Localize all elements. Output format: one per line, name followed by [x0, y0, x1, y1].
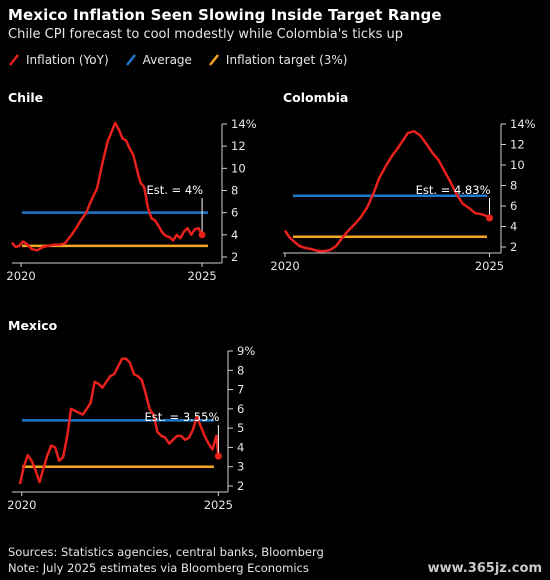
chile-y-tick-label: 4 [231, 228, 238, 242]
mexico-y-tick-label: 9% [237, 344, 255, 358]
mexico-y-tick-label: 8 [237, 363, 244, 377]
legend: Inflation (YoY) Average Inflation target… [8, 53, 363, 67]
mexico-y-tick-label: 5 [237, 421, 244, 435]
colombia-chart: Colombia 2020 2025 2 4 6 8 10 12 14% Est. = 4.83% [270, 90, 535, 273]
colombia-y-tick-label: 8 [510, 179, 517, 193]
colombia-estimate-point [486, 214, 494, 222]
mexico-x-tick-label: 2025 [204, 498, 233, 512]
colombia-x-tick-label: 2020 [270, 259, 299, 273]
legend-item-average: Average [125, 53, 192, 67]
colombia-y-tick-label: 4 [510, 220, 517, 234]
legend-swatch-average [125, 53, 137, 67]
mexico-y-tick-label: 3 [237, 460, 244, 474]
colombia-y-tick-label: 10 [510, 158, 525, 172]
mexico-title: Mexico [8, 318, 58, 333]
chile-y-tick-label: 2 [231, 250, 238, 264]
colombia-y-tick-label: 12 [510, 138, 525, 152]
chile-title: Chile [8, 90, 43, 105]
colombia-y-tick-label: 2 [510, 240, 517, 254]
colombia-y-tick-label: 6 [510, 199, 517, 213]
mexico-y-tick-label: 2 [237, 479, 244, 493]
colombia-inflation-line [283, 129, 491, 253]
colombia-title: Colombia [283, 90, 348, 105]
legend-label-target: Inflation target (3%) [225, 53, 348, 67]
chile-y-tick-label: 6 [231, 206, 238, 220]
chile-y-tick-label: 10 [231, 161, 246, 175]
chile-estimate-label: Est. = 4% [146, 183, 203, 197]
mexico-estimate-label: Est. = 3.55% [144, 410, 219, 424]
mexico-estimate-point [214, 452, 222, 460]
mexico-y-tick-label: 4 [237, 440, 244, 454]
colombia-x-tick-label: 2025 [475, 259, 504, 273]
chart-subtitle: Chile CPI forecast to cool modestly whil… [8, 27, 403, 42]
mexico-x-tick-label: 2020 [7, 498, 36, 512]
chile-y-tick-label: 8 [231, 184, 238, 198]
chile-x-tick-label: 2020 [6, 269, 35, 283]
mexico-y-tick-label: 6 [237, 402, 244, 416]
chile-y-tick-label: 12 [231, 139, 246, 153]
footer-note: Note: July 2025 estimates via Bloomberg … [8, 561, 309, 575]
legend-swatch-inflation [8, 53, 20, 67]
mexico-y-tick-label: 7 [237, 383, 244, 397]
mexico-inflation-line [18, 357, 220, 485]
watermark: www.365jz.com [427, 561, 542, 576]
chile-inflation-line [11, 121, 204, 252]
mexico-chart: Mexico 2020 2025 2 3 4 5 6 7 8 9% Est. = 3.55% [7, 318, 255, 512]
legend-item-inflation: Inflation (YoY) [8, 53, 109, 67]
colombia-y-tick-label: 14% [510, 117, 536, 131]
legend-swatch-target [208, 53, 220, 67]
chile-y-tick-label: 14% [231, 117, 257, 131]
chile-estimate-point [198, 231, 206, 239]
footer: Sources: Statistics agencies, central ba… [8, 544, 324, 576]
chart-title: Mexico Inflation Seen Slowing Inside Tar… [8, 6, 442, 24]
colombia-estimate-label: Est. = 4.83% [416, 183, 491, 197]
footer-sources: Sources: Statistics agencies, central ba… [8, 545, 324, 559]
chile-chart: Chile 2020 2025 2 4 6 8 10 12 14% Est. = 4% [6, 90, 256, 283]
legend-item-target: Inflation target (3%) [208, 53, 348, 67]
legend-label-average: Average [142, 53, 192, 67]
legend-label-inflation: Inflation (YoY) [26, 53, 109, 67]
chile-x-tick-label: 2025 [187, 269, 216, 283]
